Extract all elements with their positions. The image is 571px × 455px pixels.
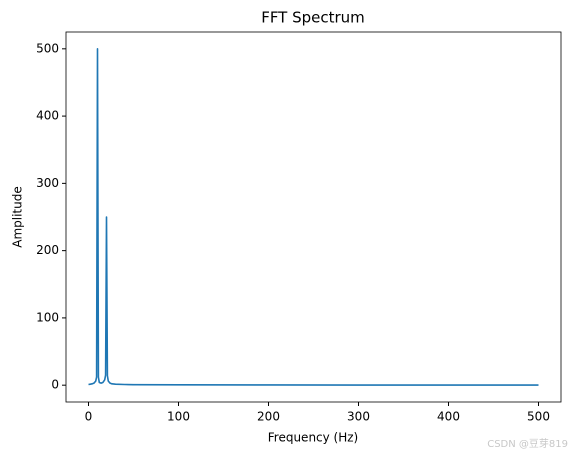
y-tick-label: 0 [51,378,59,392]
plot-frame [65,31,562,403]
x-tick-label: 100 [167,410,190,424]
y-tick-label: 300 [36,176,59,190]
chart-title: FFT Spectrum [261,9,365,27]
x-tick-label: 300 [347,410,370,424]
y-tick-label: 500 [36,41,59,55]
y-tick-label: 400 [36,109,59,123]
y-axis-label: Amplitude [11,186,25,248]
x-tick-label: 500 [527,410,550,424]
watermark: CSDN @豆芽819 [487,437,568,450]
line-series [88,48,539,386]
x-tick-label: 200 [257,410,280,424]
x-tick-label: 0 [85,410,93,424]
x-tick-label: 400 [437,410,460,424]
y-tick-label: 100 [36,310,59,324]
x-axis-label: Frequency (Hz) [268,431,359,445]
y-tick-label: 200 [36,243,59,257]
